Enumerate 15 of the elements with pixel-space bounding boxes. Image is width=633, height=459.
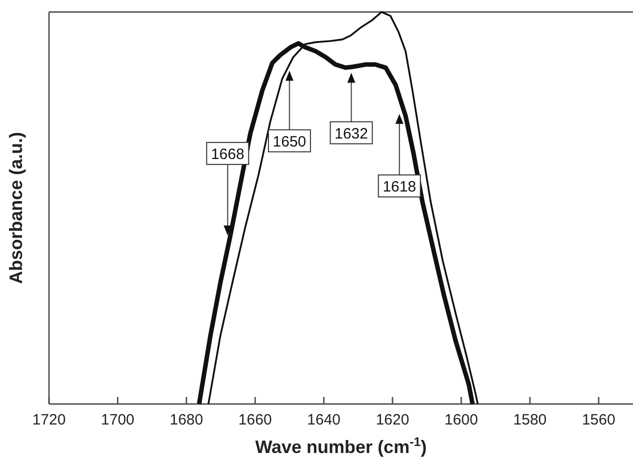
y-axis-title: Absorbance (a.u.) (6, 132, 26, 284)
x-tick-label: 1660 (238, 412, 272, 429)
x-tick-label: 1720 (32, 412, 66, 429)
x-tick-label: 1680 (170, 412, 204, 429)
x-tick-label: 1620 (376, 412, 410, 429)
x-tick-label: 1700 (101, 412, 134, 429)
x-tick-label: 1580 (513, 412, 547, 429)
annotation: 1618 (382, 178, 416, 196)
annotation: 1650 (272, 133, 306, 150)
x-axis-title: Wave number (cm$^{-1}$) (255, 435, 427, 457)
annotation: 1632 (334, 125, 368, 142)
x-tick-label: 1640 (307, 412, 341, 429)
annotation: 1668 (210, 146, 244, 163)
x-tick-label: 1560 (582, 412, 616, 429)
x-tick-label: 1600 (444, 412, 478, 429)
